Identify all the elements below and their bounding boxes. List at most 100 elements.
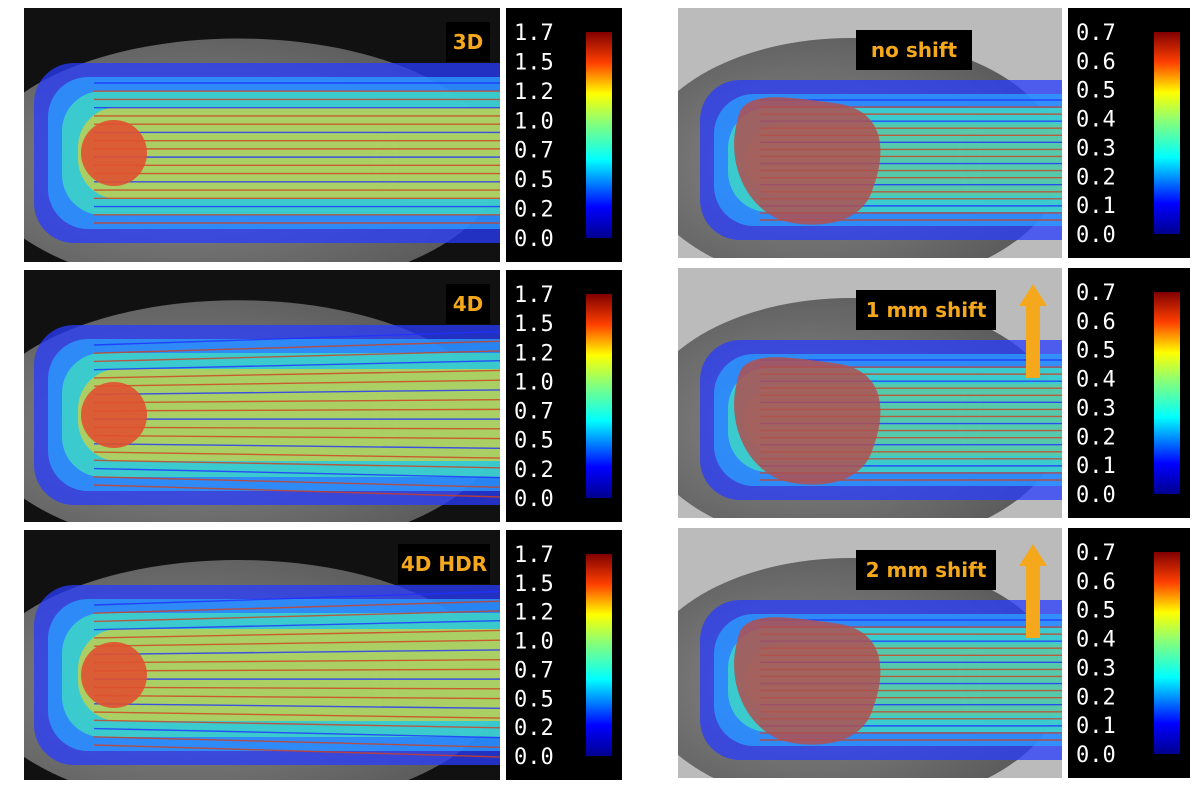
beam-line — [93, 426, 500, 430]
label-box — [446, 22, 490, 62]
label-box — [856, 30, 972, 70]
colorbar-tick-label: 0.0 — [514, 745, 554, 770]
colorbar-tick-label: 0.2 — [514, 716, 554, 741]
colorbar — [1154, 32, 1180, 234]
colorbar-tick-label: 0.0 — [514, 227, 554, 252]
beam-line — [93, 451, 500, 459]
colorbar-tick-label: 0.5 — [514, 687, 554, 712]
beam-line — [93, 590, 500, 606]
colorbar-tick-label: 0.4 — [1076, 108, 1116, 133]
colorbar-tick-label: 0.2 — [514, 198, 554, 223]
beam-line — [93, 330, 500, 346]
colorbar-tick-label: 0.7 — [1076, 281, 1116, 306]
colorbar-tick-label: 1.2 — [514, 341, 554, 366]
panel: 1 mm shift 0.7 0.6 0.5 0.4 0.3 0.2 0.1 0.0 — [678, 268, 1190, 518]
beam-line — [93, 459, 500, 469]
panel: 3D 1.7 1.5 1.2 1.0 0.7 0.5 0.2 0.0 — [24, 8, 622, 262]
panel-label: 4D — [453, 292, 484, 316]
panel-label: 4D HDR — [401, 552, 487, 576]
colorbar-tick-label: 0.7 — [514, 658, 554, 683]
beam-line — [93, 620, 500, 631]
panel-label: 1 mm shift — [866, 298, 987, 322]
beam-line — [93, 398, 500, 404]
panel-label: 3D — [453, 30, 484, 54]
target — [81, 642, 147, 708]
colorbar-tick-label: 0.5 — [514, 168, 554, 193]
colorbar-tick-label: 1.7 — [514, 543, 554, 568]
beam-line — [93, 629, 500, 639]
colorbar-tick-label: 0.6 — [1076, 570, 1116, 595]
colorbar-tick-label: 1.5 — [514, 312, 554, 337]
label-box — [856, 550, 996, 590]
colorbar — [586, 32, 612, 238]
beam-line — [93, 736, 500, 748]
target — [81, 382, 147, 448]
colorbar-tick-label: 0.6 — [1076, 50, 1116, 75]
beam-line — [93, 600, 500, 614]
beam-line — [93, 711, 500, 719]
colorbar-tick-label: 0.0 — [1076, 483, 1116, 508]
colorbar-tick-label: 0.2 — [514, 458, 554, 483]
colorbar-tick-label: 0.5 — [1076, 339, 1116, 364]
colorbar-tick-label: 1.7 — [514, 21, 554, 46]
colorbar-tick-label: 0.3 — [1076, 396, 1116, 421]
panel: 2 mm shift 0.7 0.6 0.5 0.4 0.3 0.2 0.1 0.0 — [678, 528, 1190, 778]
beam-line — [93, 369, 500, 379]
beam-line — [93, 476, 500, 488]
ct-image — [24, 8, 500, 262]
beam-line — [93, 639, 500, 647]
beam-line — [93, 360, 500, 371]
beam-line — [93, 484, 500, 498]
label-box — [398, 544, 490, 584]
colorbar-tick-label: 0.5 — [1076, 79, 1116, 104]
target — [734, 617, 881, 745]
beam-line — [93, 350, 500, 363]
colorbar-tick-label: 1.2 — [514, 80, 554, 105]
shift-arrow — [1019, 284, 1047, 378]
dose-region — [78, 107, 500, 199]
beam-line — [93, 610, 500, 623]
colorbar-tick-label: 0.0 — [514, 487, 554, 512]
beam-line — [93, 649, 500, 656]
label-box — [446, 284, 490, 324]
colorbar-tick-label: 0.2 — [1076, 685, 1116, 710]
colorbar-tick-label: 0.7 — [514, 139, 554, 164]
colorbar-tick-label: 1.0 — [514, 630, 554, 655]
colorbar — [1154, 292, 1180, 494]
colorbar-tick-label: 1.5 — [514, 50, 554, 75]
beam-line — [93, 727, 500, 739]
colorbar-tick-label: 0.1 — [1076, 714, 1116, 739]
beam-line — [93, 744, 500, 758]
beam-line — [93, 389, 500, 396]
beam-line — [93, 668, 500, 672]
beam-line — [93, 340, 500, 354]
colorbar-tick-label: 0.7 — [1076, 21, 1116, 46]
beam-line — [93, 434, 500, 440]
ct-image — [678, 8, 1062, 258]
colorbar — [1154, 552, 1180, 754]
panel-label: no shift — [871, 38, 958, 62]
colorbar-tick-label: 0.5 — [1076, 599, 1116, 624]
colorbar-tick-label: 0.4 — [1076, 628, 1116, 653]
target — [81, 120, 147, 186]
ct-image — [24, 530, 500, 780]
colorbar-tick-label: 0.7 — [514, 400, 554, 425]
panel: 4D HDR 1.7 1.5 1.2 1.0 0.7 0.5 0.2 0.0 — [24, 530, 622, 780]
colorbar-tick-label: 0.0 — [1076, 743, 1116, 768]
beam-line — [93, 658, 500, 664]
colorbar-tick-label: 0.2 — [1076, 165, 1116, 190]
colorbar-tick-label: 1.0 — [514, 370, 554, 395]
colorbar-tick-label: 0.3 — [1076, 136, 1116, 161]
colorbar-tick-label: 0.5 — [514, 429, 554, 454]
beam-line — [93, 719, 500, 729]
panel: 4D 1.7 1.5 1.2 1.0 0.7 0.5 0.2 0.0 — [24, 270, 622, 522]
ct-image — [678, 528, 1062, 778]
label-box — [856, 290, 996, 330]
shift-arrow — [1019, 544, 1047, 638]
beam-line — [93, 379, 500, 387]
beam-line — [93, 686, 500, 690]
panel-label: 2 mm shift — [866, 558, 987, 582]
beam-line — [93, 703, 500, 710]
colorbar-tick-label: 0.3 — [1076, 656, 1116, 681]
